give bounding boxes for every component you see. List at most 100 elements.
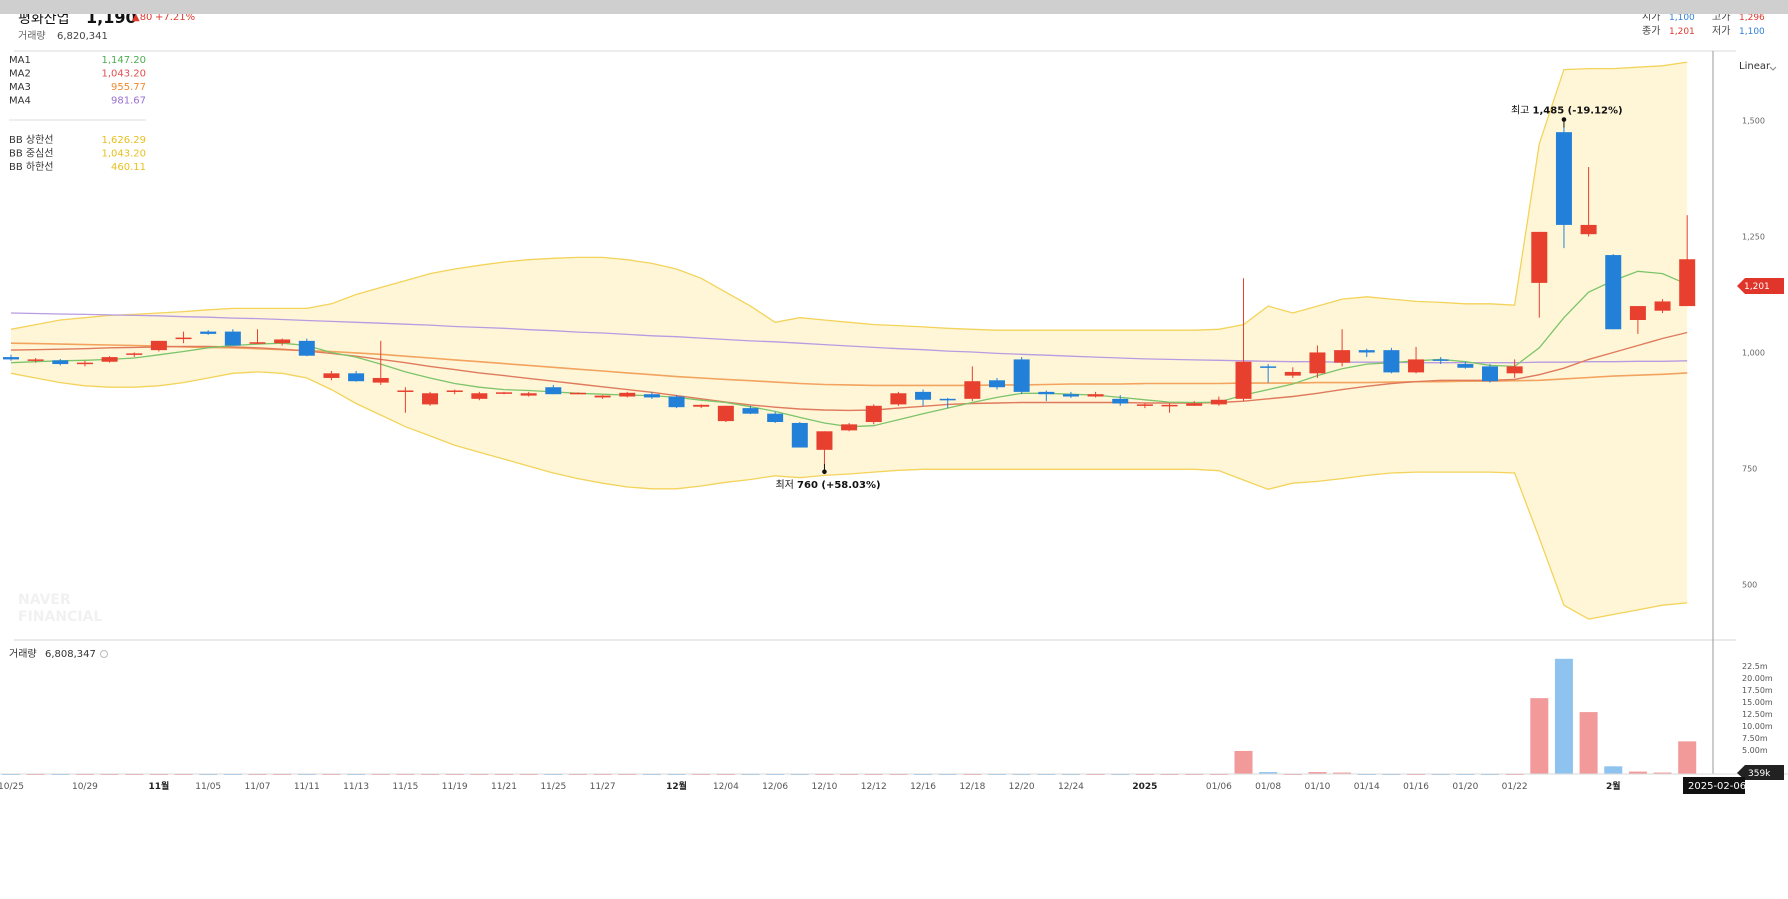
ohlc-value: 1,100: [1739, 27, 1765, 37]
max-price-annotation: 최고 1,485 (-19.12%): [1511, 105, 1623, 117]
candle-body: [150, 340, 167, 351]
legend-label: MA1: [9, 55, 31, 66]
legend-label: BB 하한선: [9, 160, 54, 173]
min-marker-dot: [822, 469, 827, 475]
candle-body: [1383, 350, 1400, 373]
watermark-line-2: FINANCIAL: [18, 609, 102, 625]
date-axis-tick: 11/27: [590, 782, 616, 792]
legend-value: 981.67: [111, 96, 146, 107]
chevron-down-icon[interactable]: [1769, 66, 1777, 71]
legend-value: 1,626.29: [101, 135, 146, 146]
max-marker-dot: [1561, 117, 1567, 122]
price-axis-tick: 750: [1742, 464, 1757, 473]
candle-body: [865, 405, 882, 423]
volume-axis-tick: 10.00m: [1742, 722, 1773, 731]
date-axis-tick: 11/11: [294, 782, 320, 792]
legend-value: 1,147.20: [101, 55, 146, 66]
stock-name: 평화산업: [18, 14, 70, 27]
price-axis: 500 750 1,000 1,250 1,500: [1742, 117, 1765, 590]
date-axis-tick: 11/05: [195, 782, 221, 792]
candle-body: [3, 357, 19, 360]
volume-settings-icon[interactable]: [100, 650, 108, 658]
volume-bar: [1234, 750, 1253, 774]
candlesticks: [3, 127, 1696, 464]
current-price-tag-label: 1,201: [1744, 282, 1770, 292]
candle-body: [1432, 359, 1449, 361]
chart-frame: 평화산업 1,190 ▲80 +7.21% 거래량 6,820,341 시가 1,…: [0, 14, 1788, 899]
candle-body: [545, 387, 562, 395]
candle-body: [890, 393, 907, 405]
date-axis-tick: 01/06: [1206, 782, 1232, 792]
candle-body: [1482, 366, 1498, 382]
stock-chart[interactable]: 평화산업 1,190 ▲80 +7.21% 거래량 6,820,341 시가 1,…: [0, 14, 1788, 899]
candle-body: [422, 393, 439, 405]
ohlc-value: 1,201: [1669, 27, 1695, 37]
candle-body: [1013, 359, 1030, 392]
candle-body: [446, 390, 463, 392]
legend-label: MA4: [9, 96, 31, 107]
ohlc-value: 1,100: [1669, 14, 1695, 23]
candle-body: [1087, 394, 1104, 397]
crosshair-date-tag: [1683, 777, 1745, 794]
volume-axis-tick: 15.00m: [1742, 698, 1773, 707]
candle-body: [76, 362, 93, 365]
legend-label: MA3: [9, 82, 31, 93]
candle-body: [1334, 350, 1351, 363]
candle-body: [717, 405, 734, 422]
date-axis-tick: 01/20: [1452, 782, 1478, 792]
legend-value: 955.77: [111, 82, 146, 93]
volume-axis-tick: 12.50m: [1742, 710, 1773, 719]
date-axis-tick: 12/06: [762, 782, 788, 792]
legend-label: MA2: [9, 69, 31, 80]
candle-body: [397, 390, 414, 392]
candle-body: [298, 340, 315, 356]
candle-body: [1038, 391, 1055, 395]
candle-body: [101, 357, 118, 362]
volume-bar: [1308, 772, 1327, 774]
candle-body: [668, 396, 685, 408]
candle-body: [1506, 366, 1523, 374]
candle-body: [496, 392, 512, 394]
date-axis-tick: 11/07: [245, 782, 271, 792]
candle-body: [200, 331, 217, 334]
legend-label: BB 중심선: [9, 148, 54, 160]
candle-body: [1284, 371, 1301, 376]
candle-body: [989, 380, 1005, 388]
date-axis-tick: 12/04: [713, 782, 739, 792]
current-price-tag: [1737, 278, 1784, 294]
volume-panel-label: 거래량: [9, 648, 37, 660]
date-axis-tick: 2025: [1132, 782, 1157, 792]
candle-body: [915, 391, 932, 400]
price-axis-tick: 1,000: [1742, 348, 1765, 357]
bollinger-band-fill: [11, 62, 1688, 620]
candle-body: [1136, 404, 1153, 406]
candle-body: [1457, 364, 1474, 368]
volume-bar: [1530, 698, 1549, 774]
date-axis-tick: 11/21: [491, 782, 517, 792]
date-axis-tick: 12/18: [959, 782, 985, 792]
date-axis: 10/25 10/29 11월 11/05 11/07 11/11 11/13 11/15 11…: [0, 780, 1621, 792]
bollinger-lower-line: [10, 371, 1688, 620]
candle-body: [643, 394, 660, 398]
candle-body: [520, 393, 537, 396]
scale-mode-toggle[interactable]: Linear: [1739, 61, 1771, 72]
price-change-pct: +7.21%: [155, 14, 195, 23]
ohlc-label: 종가: [1642, 25, 1660, 37]
price-axis-tick: 1,500: [1742, 117, 1765, 126]
volume-axis-tick: 5.00m: [1742, 746, 1768, 755]
candle-body: [1112, 398, 1129, 404]
legend-label: BB 상한선: [9, 134, 54, 146]
candle-body: [1580, 224, 1597, 235]
volume-bar: [1554, 658, 1573, 774]
volume-axis-tick: 17.50m: [1742, 686, 1773, 695]
candle-body: [742, 408, 759, 414]
ohlc-label: 저가: [1712, 25, 1730, 37]
date-axis-tick: 2월: [1606, 780, 1621, 792]
bollinger-upper-line: [10, 61, 1688, 331]
legend-value: 460.11: [111, 162, 146, 173]
candle-body: [569, 392, 586, 395]
date-axis-tick: 12월: [666, 780, 687, 792]
candle-body: [52, 360, 69, 365]
volume-bar: [1333, 772, 1352, 774]
bollinger-band: [10, 61, 1688, 620]
